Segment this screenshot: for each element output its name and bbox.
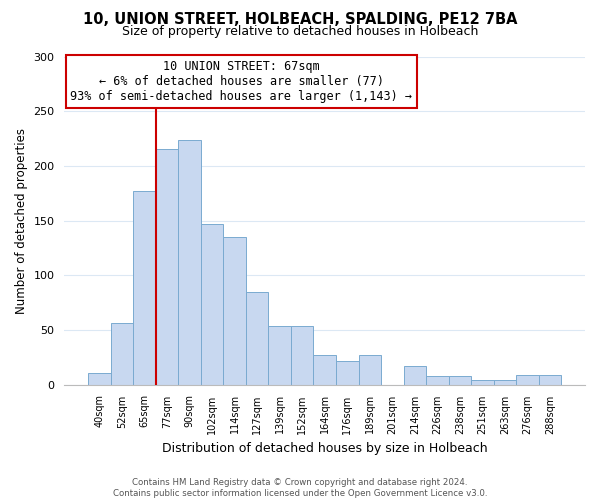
Bar <box>426 376 449 384</box>
Bar <box>110 324 133 384</box>
Bar <box>336 360 359 384</box>
Bar <box>201 224 223 384</box>
Bar <box>268 326 291 384</box>
Text: 10, UNION STREET, HOLBEACH, SPALDING, PE12 7BA: 10, UNION STREET, HOLBEACH, SPALDING, PE… <box>83 12 517 28</box>
Bar <box>359 355 381 384</box>
Bar <box>178 140 201 384</box>
Bar <box>88 372 110 384</box>
Y-axis label: Number of detached properties: Number of detached properties <box>15 128 28 314</box>
Bar <box>133 191 155 384</box>
Bar <box>223 237 246 384</box>
Bar <box>246 292 268 384</box>
Text: 10 UNION STREET: 67sqm
← 6% of detached houses are smaller (77)
93% of semi-deta: 10 UNION STREET: 67sqm ← 6% of detached … <box>70 60 412 103</box>
Bar <box>404 366 426 384</box>
Text: Contains HM Land Registry data © Crown copyright and database right 2024.
Contai: Contains HM Land Registry data © Crown c… <box>113 478 487 498</box>
Bar <box>155 150 178 384</box>
Bar <box>313 355 336 384</box>
X-axis label: Distribution of detached houses by size in Holbeach: Distribution of detached houses by size … <box>162 442 488 455</box>
Bar <box>494 380 516 384</box>
Bar <box>291 326 313 384</box>
Text: Size of property relative to detached houses in Holbeach: Size of property relative to detached ho… <box>122 25 478 38</box>
Bar <box>449 376 471 384</box>
Bar <box>539 374 562 384</box>
Bar <box>516 374 539 384</box>
Bar <box>471 380 494 384</box>
